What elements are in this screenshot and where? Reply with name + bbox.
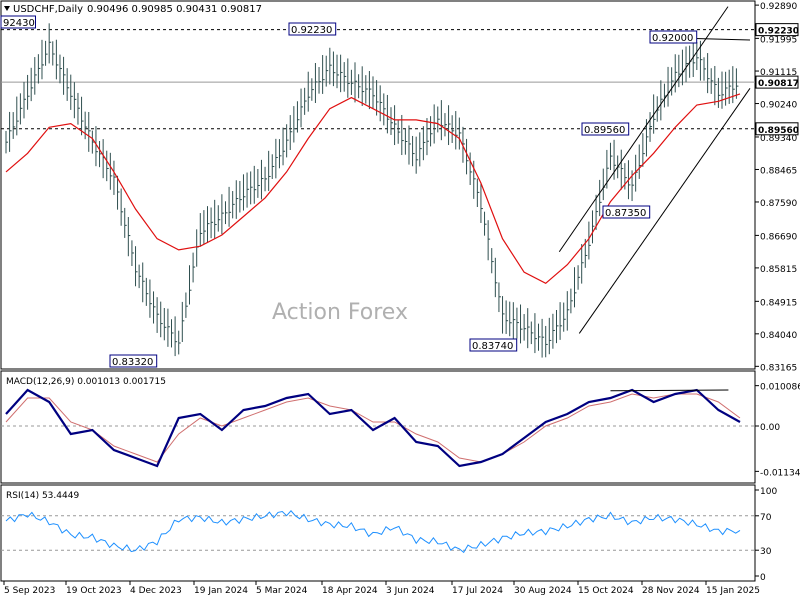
x-tick-label: 5 Mar 2024 bbox=[256, 586, 308, 596]
level-label-box bbox=[469, 338, 518, 352]
level-label-box bbox=[0, 15, 36, 29]
price-tick-label: 0.89340 bbox=[760, 134, 797, 144]
rsi-tick-label: 30 bbox=[760, 547, 772, 557]
x-tick-label: 17 Jul 2024 bbox=[452, 586, 503, 596]
x-tick-label: 15 Jan 2025 bbox=[706, 586, 760, 596]
level-label: 0.83320 bbox=[112, 357, 153, 368]
price-tick-label: 0.87590 bbox=[760, 199, 797, 209]
price-panel-frame bbox=[0, 0, 756, 370]
macd-top-line bbox=[610, 389, 729, 392]
macd-title: MACD(12,26,9) 0.001013 0.001715 bbox=[6, 377, 166, 387]
level-label: 0.92230 bbox=[291, 25, 332, 36]
price-tick-label: 0.90240 bbox=[760, 101, 797, 111]
level-label: 0.92000 bbox=[652, 33, 693, 44]
macd-tick-label: 0.00 bbox=[760, 423, 780, 433]
price-tick-label: 0.84040 bbox=[760, 331, 797, 341]
price-tick-label: 0.88465 bbox=[760, 166, 797, 176]
rsi-tick-label: 0 bbox=[760, 573, 766, 583]
macd-line bbox=[5, 388, 741, 468]
watermark: Action Forex bbox=[272, 300, 408, 325]
macd-tick-label: -0.011342 bbox=[760, 468, 800, 478]
level-label-box bbox=[649, 30, 698, 44]
axis-highlight-box bbox=[755, 23, 799, 37]
macd-tick-label: 0.010086 bbox=[760, 383, 800, 393]
macd-chart bbox=[1, 388, 755, 468]
price-tick-label: 0.92890 bbox=[760, 2, 797, 12]
price-tick-label: 0.86690 bbox=[760, 232, 797, 242]
macd-panel-frame bbox=[0, 370, 756, 484]
level-label-box bbox=[288, 22, 337, 36]
price-tick-label: 0.91995 bbox=[760, 35, 797, 45]
rsi-panel-frame bbox=[0, 484, 756, 582]
axis-highlight-label: 0.92230 bbox=[758, 27, 799, 37]
axes: 0.92890 0.91995 0.91115 0.90240 0.89340 0.884… bbox=[3, 2, 800, 596]
level-label: 0.83740 bbox=[472, 341, 513, 352]
price-tick-label: 0.83165 bbox=[760, 363, 797, 373]
rsi-tick-label: 70 bbox=[760, 513, 772, 523]
price-tick-label: 0.84915 bbox=[760, 298, 797, 308]
rsi-line bbox=[5, 510, 741, 554]
channel-upper-line bbox=[558, 6, 729, 253]
x-tick-label: 18 Apr 2024 bbox=[322, 586, 378, 596]
x-tick-label: 3 Jun 2024 bbox=[386, 586, 435, 596]
level-label-box bbox=[602, 205, 651, 219]
x-tick-label: 28 Nov 2024 bbox=[642, 586, 700, 596]
level-label: 0.89560 bbox=[584, 125, 625, 136]
x-tick-label: 30 Aug 2024 bbox=[514, 586, 572, 596]
level-label: 92430 bbox=[3, 18, 35, 29]
x-tick-label: 19 Oct 2023 bbox=[66, 586, 122, 596]
rsi-tick-label: 100 bbox=[760, 487, 777, 497]
macd-signal-line bbox=[5, 393, 741, 463]
level-label-box bbox=[109, 354, 158, 368]
x-tick-label: 5 Sep 2023 bbox=[4, 586, 55, 596]
moving-average-line bbox=[5, 93, 741, 285]
x-tick-label: 19 Jan 2024 bbox=[194, 586, 248, 596]
x-tick-label: 4 Dec 2023 bbox=[130, 586, 182, 596]
channel-lower-line bbox=[578, 88, 751, 334]
axis-highlight-label: 0.90817 bbox=[758, 79, 799, 89]
x-tick-label: 15 Oct 2024 bbox=[578, 586, 634, 596]
level-label: 0.87350 bbox=[605, 208, 646, 219]
symbol-label: USDCHF,Daily bbox=[13, 4, 83, 15]
level-label-box bbox=[581, 122, 630, 136]
rsi-title: RSI(14) 53.4449 bbox=[6, 491, 79, 501]
rsi-chart bbox=[1, 510, 755, 554]
ohlc-readout: 0.90496 0.90985 0.90431 0.90817 bbox=[87, 4, 262, 15]
price-tick-label: 0.91115 bbox=[760, 68, 797, 78]
price-chart: 92430 0.92230 0.92000 0.89560 0.87350 0.83320… bbox=[0, 6, 755, 368]
triangle-down-icon[interactable] bbox=[4, 6, 10, 11]
axis-highlight-label: 0.89560 bbox=[758, 126, 799, 136]
price-tick-label: 0.85815 bbox=[760, 265, 797, 275]
axis-highlight-box bbox=[755, 75, 799, 89]
axis-highlight-box bbox=[755, 122, 799, 136]
